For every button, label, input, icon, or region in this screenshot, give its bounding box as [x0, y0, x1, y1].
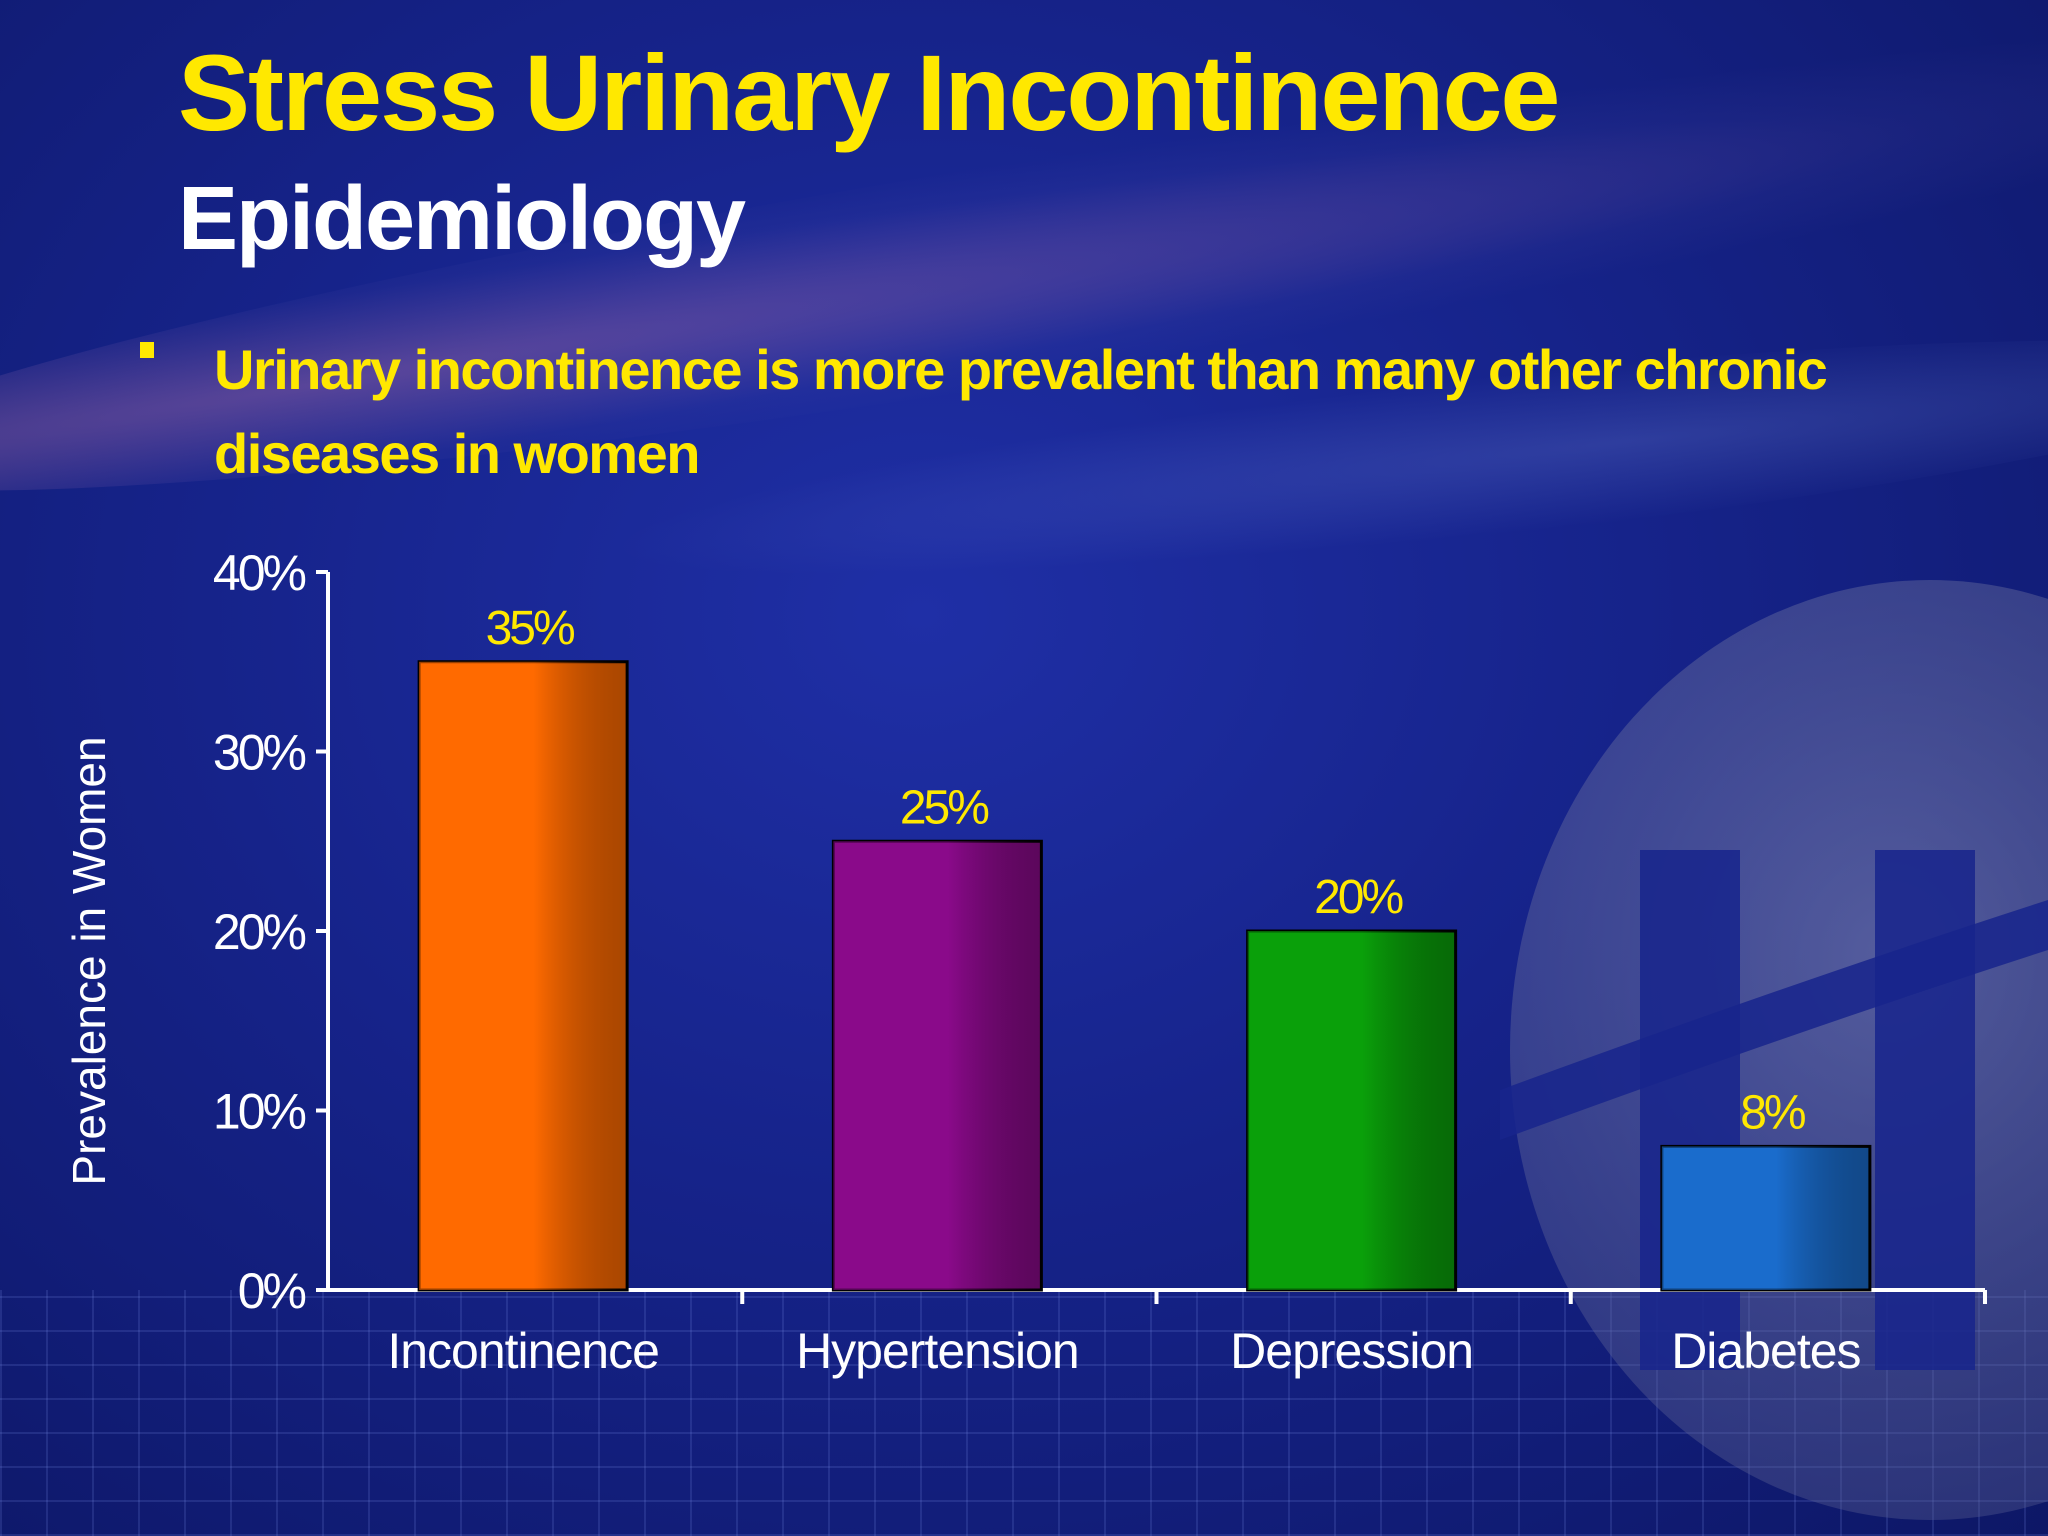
x-tick-label-incontinence: Incontinence — [387, 1323, 659, 1379]
y-tick-label: 0% — [238, 1263, 306, 1319]
data-label-incontinence: 35% — [486, 602, 574, 655]
chart-layer: 0% 10% 20% 30% 40% Prevalence in Women 35% Inco… — [63, 545, 1987, 1379]
y-tick-label: 20% — [213, 904, 306, 960]
slide-title: Stress Urinary Incontinence — [178, 32, 1560, 153]
bar-shade-diabetes — [1661, 1146, 1870, 1290]
data-label-hypertension: 25% — [900, 781, 988, 834]
slide-subtitle: Epidemiology — [178, 169, 746, 269]
bar-shade-depression — [1247, 931, 1456, 1290]
y-tick-label: 40% — [213, 545, 306, 601]
data-label-depression: 20% — [1314, 871, 1402, 924]
x-tick-label-depression: Depression — [1230, 1323, 1473, 1379]
data-label-diabetes: 8% — [1740, 1086, 1805, 1139]
x-tick-label-diabetes: Diabetes — [1671, 1323, 1860, 1379]
bar-shade-incontinence — [419, 661, 628, 1290]
y-tick-label: 10% — [213, 1084, 306, 1140]
bullet-text: Urinary incontinence is more prevalent t… — [214, 338, 1828, 485]
x-tick-label-hypertension: Hypertension — [796, 1323, 1079, 1379]
bullet-marker — [140, 342, 154, 358]
y-axis-title: Prevalence in Women — [63, 736, 115, 1185]
y-tick-label: 30% — [213, 725, 306, 781]
bar-shade-hypertension — [833, 841, 1042, 1290]
